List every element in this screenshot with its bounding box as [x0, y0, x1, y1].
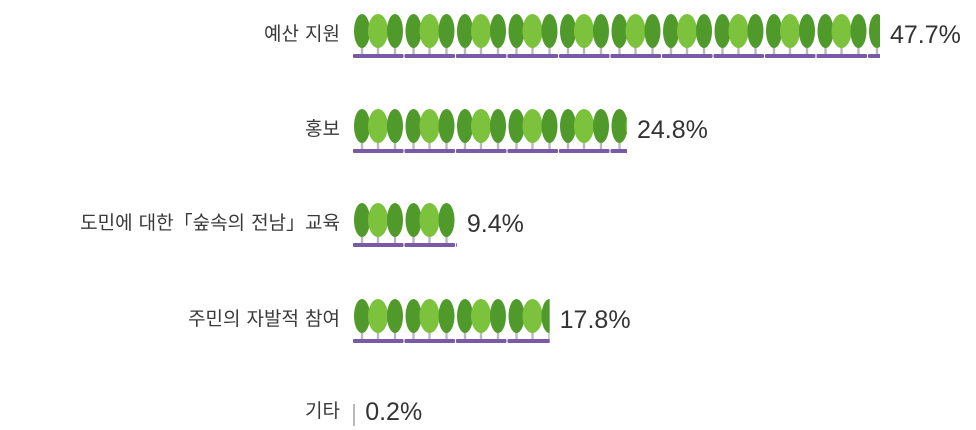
value-label: 17.8%	[560, 306, 631, 334]
chart-row: 도민에 대한「숲속의 전남」교육 9.4%	[80, 203, 524, 247]
value-label: 24.8%	[637, 116, 708, 144]
value-label: 47.7%	[890, 21, 961, 49]
category-label: 홍보	[305, 118, 340, 140]
category-label: 주민의 자발적 참여	[188, 308, 340, 330]
chart-row: 홍보 24.8%	[305, 109, 708, 153]
value-label: 9.4%	[467, 210, 524, 238]
tree-bar	[353, 14, 880, 58]
chart-row: 주민의 자발적 참여 17.8%	[188, 299, 631, 343]
chart-row: 예산 지원 47.7%	[264, 14, 961, 58]
tree-bar	[353, 299, 550, 343]
value-label: 0.2%	[365, 398, 422, 426]
tree-bar	[353, 109, 627, 153]
category-label: 도민에 대한「숲속의 전남」교육	[80, 212, 340, 234]
chart-row: 기타 0.2%	[305, 398, 422, 426]
category-label: 예산 지원	[264, 23, 340, 45]
category-label: 기타	[305, 400, 340, 422]
tree-bar	[353, 203, 457, 247]
tree-bar	[353, 404, 355, 426]
